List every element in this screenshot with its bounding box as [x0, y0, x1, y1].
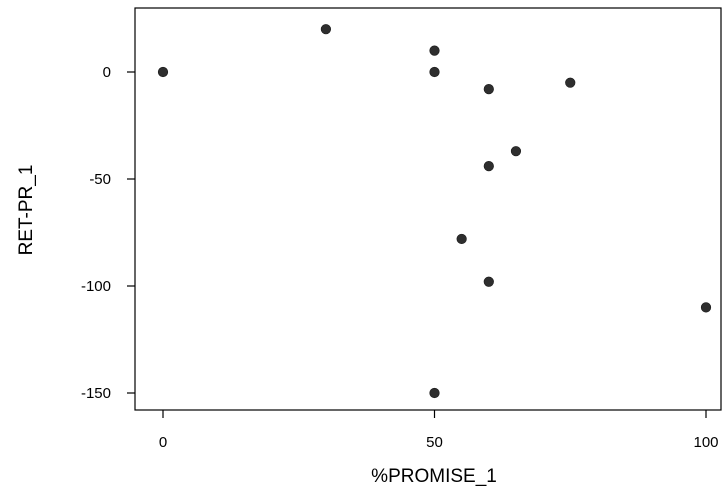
- y-tick-label: -150: [81, 385, 111, 402]
- x-tick-label: 50: [426, 434, 443, 451]
- plot-frame: [134, 7, 722, 411]
- scatter-point: [483, 84, 494, 95]
- y-axis-title: RET-PR_1: [16, 165, 37, 256]
- data-points: [157, 24, 712, 399]
- scatter-point: [429, 45, 440, 56]
- x-axis: 0 50 100: [159, 410, 719, 451]
- scatter-point: [510, 146, 522, 157]
- scatter-point: [565, 77, 576, 88]
- scatter-point: [429, 387, 440, 399]
- x-tick-label: 0: [159, 434, 167, 451]
- scatter-point: [157, 66, 169, 78]
- scatter-point: [456, 233, 467, 245]
- scatter-point: [320, 24, 332, 35]
- y-tick-label: 0: [103, 64, 111, 81]
- scatter-point: [483, 161, 494, 172]
- scatter-point: [483, 276, 494, 287]
- x-tick-label: 100: [693, 434, 718, 451]
- x-axis-title: %PROMISE_1: [371, 466, 497, 487]
- scatter-point: [429, 66, 440, 78]
- y-tick-label: -100: [81, 278, 111, 295]
- y-axis: 0 -50 -100 -150: [81, 64, 135, 402]
- scatter-point: [700, 302, 712, 313]
- y-tick-label: -50: [89, 171, 111, 188]
